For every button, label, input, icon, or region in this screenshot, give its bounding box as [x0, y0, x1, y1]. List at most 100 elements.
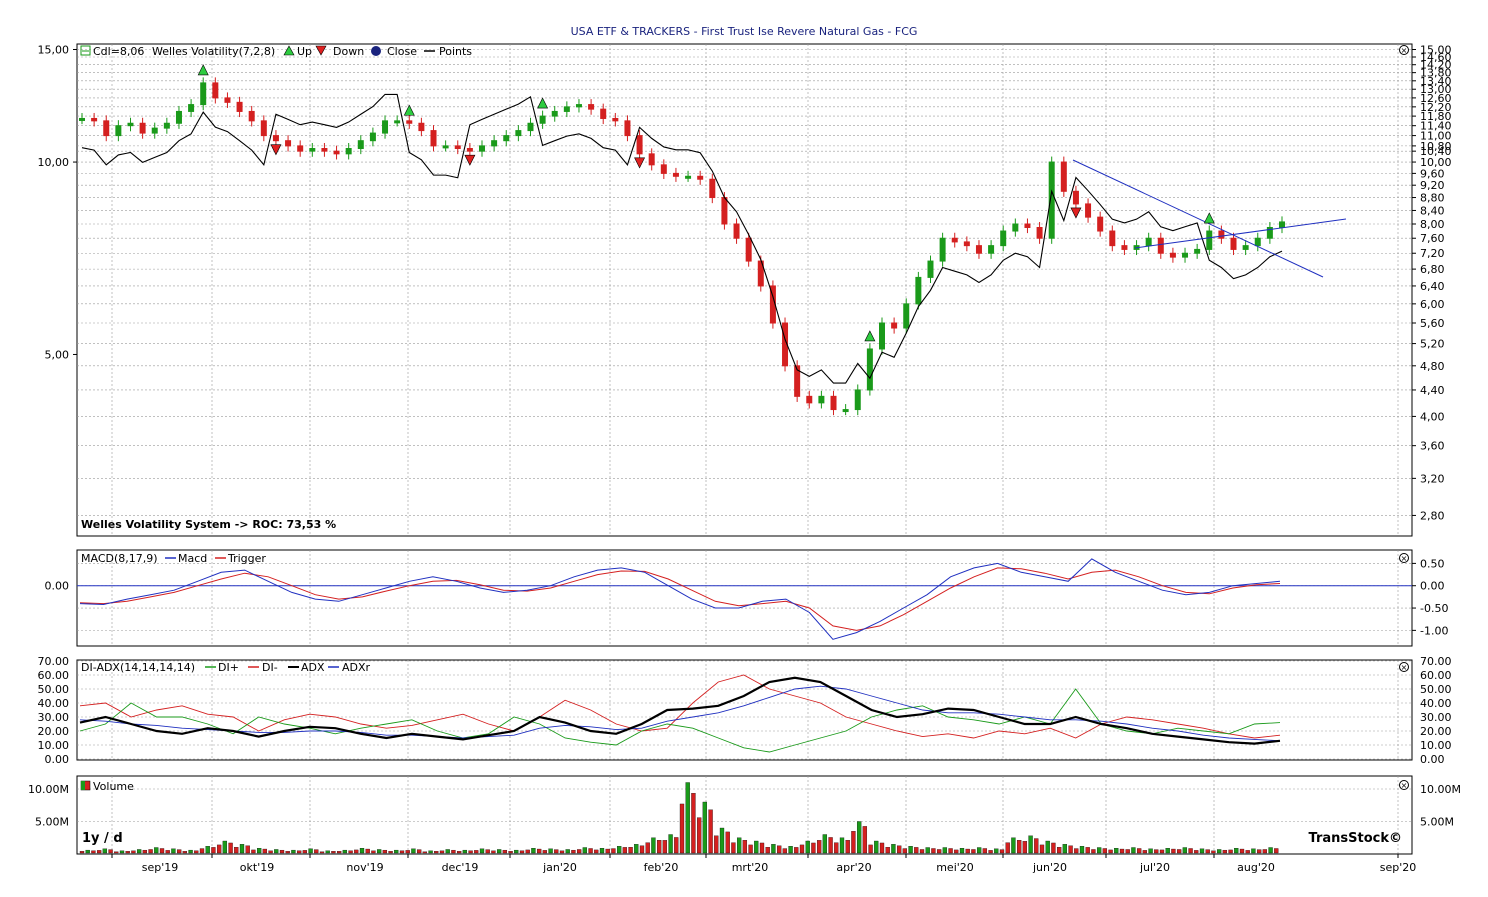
volume-bar	[331, 851, 336, 854]
volume-bar	[828, 837, 833, 854]
price-trendlines	[1072, 159, 1347, 278]
candle-body	[636, 135, 643, 155]
volume-bar	[542, 850, 548, 854]
volume-bar	[508, 851, 513, 854]
price-right-tick-label: 9,20	[1420, 179, 1445, 192]
volume-bar	[685, 782, 690, 854]
volume-bar	[925, 847, 930, 854]
volume-bar	[919, 849, 925, 854]
candle-body	[345, 148, 352, 155]
volume-bar	[456, 851, 462, 854]
x-axis-label: jul'20	[1139, 861, 1170, 874]
adx-right-tick-label: 0.00	[1420, 753, 1445, 766]
signal-up-marker	[537, 97, 549, 109]
x-axis-label: nov'19	[346, 861, 383, 874]
price-close-button[interactable]: ×	[1399, 45, 1409, 56]
volume-bar	[748, 844, 753, 854]
candle-body	[1169, 252, 1176, 258]
macd-close-button[interactable]: ×	[1399, 553, 1409, 564]
adx-left-tick-label: 20.00	[38, 725, 70, 738]
signal-up-marker	[403, 104, 415, 116]
x-axis-label: mei'20	[936, 861, 974, 874]
volume-bar	[794, 847, 799, 854]
adx-right-tick-label: 60.00	[1420, 669, 1452, 682]
candle-body	[309, 148, 316, 152]
volume-bar	[1085, 847, 1090, 854]
volume-bar	[759, 842, 765, 854]
price-right-tick-label: 6,80	[1420, 263, 1445, 276]
volume-bar	[1131, 847, 1136, 854]
candle-body	[515, 130, 522, 137]
volume-bar	[856, 821, 862, 854]
volume-bar	[348, 850, 353, 854]
volume-bar	[108, 849, 113, 854]
volume-bar	[868, 844, 873, 854]
volume-bar	[742, 840, 748, 854]
volume-bar	[616, 846, 622, 854]
candle-body	[369, 132, 376, 142]
volume-bar	[994, 848, 999, 854]
volume-bar	[674, 837, 679, 854]
volume-bar	[1171, 848, 1176, 854]
volume-bar	[91, 850, 96, 854]
volume-bar	[165, 850, 170, 854]
price-left-axis: 15,00 10,00 5,00	[38, 43, 77, 361]
close-icon-glyph: ×	[1401, 781, 1408, 790]
volume-bar	[199, 848, 205, 854]
diminus-series-line	[79, 674, 1281, 739]
volume-bar	[599, 848, 605, 854]
candle-body	[830, 395, 837, 411]
volume-bar	[639, 845, 645, 854]
close-icon[interactable]	[1399, 553, 1409, 563]
adx-close-button[interactable]: ×	[1399, 662, 1409, 673]
volume-bar	[159, 848, 165, 854]
adx-left-tick-label: 10.00	[38, 739, 70, 752]
candle-body	[709, 178, 716, 199]
macd-panel	[76, 549, 1413, 647]
price-right-tick-label: 2,80	[1420, 509, 1445, 522]
volume-bar	[1245, 850, 1250, 854]
adx-left-tick-label: 40.00	[38, 697, 70, 710]
macd-right-tick-label: -0.50	[1420, 602, 1448, 615]
candle-body	[1012, 223, 1019, 232]
volume-bar	[1194, 850, 1199, 854]
volume-bar	[336, 851, 342, 854]
close-icon[interactable]	[1399, 662, 1409, 672]
candle-body	[200, 82, 207, 106]
macd-legend: MACD(8,17,9) Macd Trigger	[81, 552, 266, 565]
candle-body	[503, 135, 510, 142]
volume-bar	[839, 837, 845, 854]
candle-body	[1206, 230, 1213, 250]
volume-bar	[354, 849, 359, 854]
volume-bar	[845, 840, 850, 854]
volume-bar	[114, 851, 119, 854]
volume-left-tick-label: 5.00M	[35, 816, 69, 829]
price-points-line	[81, 93, 1283, 384]
candle-body	[91, 117, 98, 122]
volume-close-button[interactable]: ×	[1399, 780, 1409, 791]
candle-body	[1036, 226, 1043, 239]
volume-bar	[948, 848, 953, 854]
signal-up-marker	[1203, 212, 1215, 224]
price-right-tick-label: 10,80	[1420, 140, 1452, 153]
volume-bar	[1074, 848, 1079, 854]
candle-body	[127, 122, 134, 127]
candle-body	[357, 140, 364, 150]
volume-right-tick-label: 5.00M	[1420, 816, 1454, 829]
volume-bar	[388, 851, 393, 854]
candle-body	[1145, 237, 1152, 247]
candle-body	[1060, 161, 1067, 192]
close-icon[interactable]	[1399, 780, 1409, 790]
volume-bar	[371, 850, 376, 854]
candle-body	[818, 395, 825, 404]
volume-left-tick-label: 10.00M	[28, 783, 69, 796]
volume-bar	[462, 849, 468, 854]
close-icon[interactable]	[1399, 45, 1409, 55]
volume-bar	[1165, 848, 1170, 854]
x-axis-label: aug'20	[1237, 861, 1275, 874]
macd-right-tick-label: 0.00	[1420, 580, 1445, 593]
volume-bar	[622, 847, 628, 854]
macd-lines	[79, 558, 1281, 640]
chart-title: USA ETF & TRACKERS - First Trust Ise Rev…	[571, 25, 918, 38]
